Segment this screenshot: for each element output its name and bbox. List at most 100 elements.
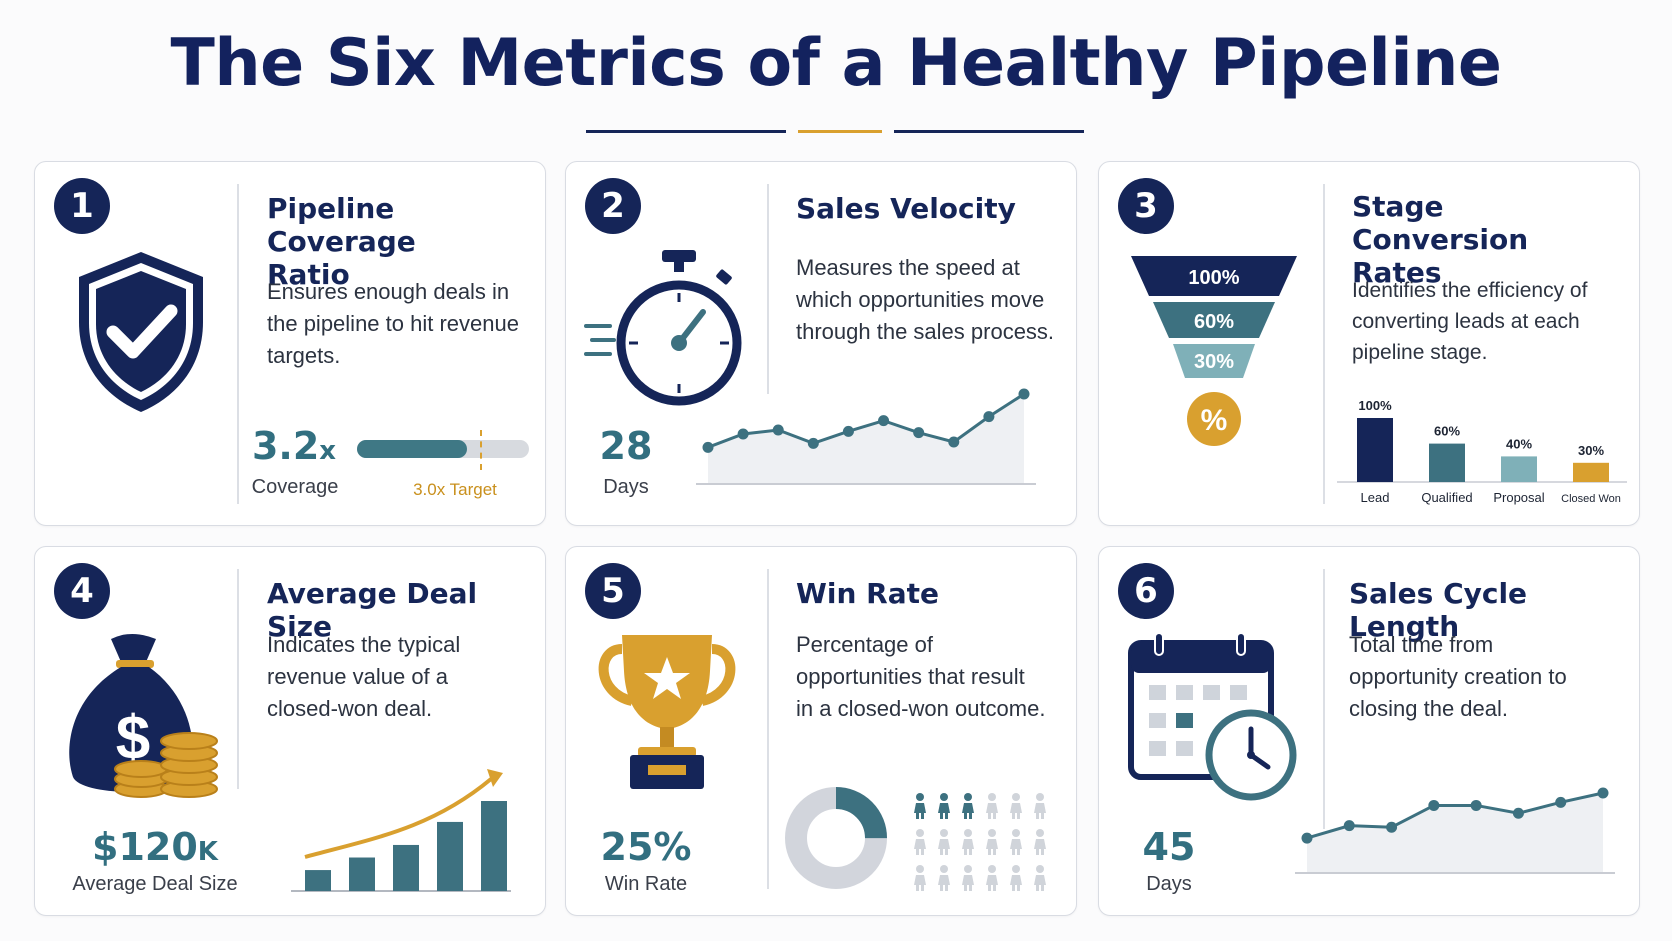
stage-bar-label: Proposal xyxy=(1493,490,1544,505)
person-head xyxy=(1036,829,1044,837)
cycle-point xyxy=(1386,821,1398,833)
cycle-point xyxy=(1343,820,1355,832)
card-description: Total time from opportunity creation to … xyxy=(1349,629,1629,725)
velocity-point xyxy=(948,436,960,448)
desc-line: closing the deal. xyxy=(1349,696,1508,721)
card-number-badge: 5 xyxy=(585,563,641,619)
velocity-point xyxy=(702,441,714,453)
person-leg xyxy=(1017,848,1020,855)
person-leg xyxy=(921,884,924,891)
desc-line: through the sales process. xyxy=(796,319,1055,344)
person-head xyxy=(1036,793,1044,801)
person-body xyxy=(914,875,926,885)
velocity-line xyxy=(707,392,1025,449)
person-body xyxy=(986,875,998,885)
desc-line: Percentage of xyxy=(796,632,933,657)
percent-symbol: % xyxy=(1201,404,1228,437)
funnel-label: 60% xyxy=(1194,311,1234,333)
person-leg xyxy=(916,884,919,891)
stage-bar xyxy=(1357,418,1393,482)
person-leg xyxy=(988,884,991,891)
person-leg xyxy=(916,848,919,855)
funnel-label: 30% xyxy=(1194,351,1234,373)
stage-bar-value: 30% xyxy=(1578,443,1604,458)
person-icon xyxy=(962,829,974,855)
person-body xyxy=(986,839,998,849)
deal-size-value: $120K xyxy=(75,825,235,869)
person-leg xyxy=(1036,884,1039,891)
growth-bar xyxy=(393,844,419,891)
win-rate-donut xyxy=(785,787,887,889)
card-sales-velocity: 2 Sales Velocity Measures the speed at w… xyxy=(565,161,1077,526)
person-leg xyxy=(1041,812,1044,819)
velocity-point xyxy=(983,411,995,423)
growth-bar xyxy=(481,801,507,891)
person-leg xyxy=(969,884,972,891)
person-leg xyxy=(921,812,924,819)
person-leg xyxy=(993,812,996,819)
person-leg xyxy=(945,884,948,891)
target-label: 3.0x Target xyxy=(413,480,497,499)
metric-number: $120 xyxy=(92,825,198,869)
win-rate-label: Win Rate xyxy=(604,873,688,895)
card-divider xyxy=(1323,569,1325,829)
person-head xyxy=(940,829,948,837)
card-average-deal-size: 4 $ Average Deal Size Indicates the typi… xyxy=(34,546,546,916)
cycle-line xyxy=(1306,791,1604,840)
stage-bar-value: 40% xyxy=(1506,436,1532,451)
card-heading: Pipeline Coverage Ratio xyxy=(267,192,527,291)
person-body xyxy=(1034,875,1046,885)
person-icon xyxy=(914,793,926,819)
card-number-badge: 1 xyxy=(54,178,110,234)
velocity-point xyxy=(807,437,819,449)
stage-bar-label: Lead xyxy=(1361,490,1390,505)
velocity-point xyxy=(842,425,854,437)
person-head xyxy=(1012,793,1020,801)
desc-line: closed-won deal. xyxy=(267,696,433,721)
stage-bar xyxy=(1501,456,1537,482)
person-leg xyxy=(940,848,943,855)
person-head xyxy=(1012,829,1020,837)
card-stage-conversion: 3 100% 60% 30% % Stage Conversion Rates … xyxy=(1098,161,1640,526)
card-sales-cycle-length: 6 Sales Cycle Length Total time from opp… xyxy=(1098,546,1640,916)
card-number-badge: 3 xyxy=(1118,178,1174,234)
page-title: The Six Metrics of a Healthy Pipeline xyxy=(170,26,1502,101)
person-body xyxy=(962,803,974,813)
person-leg xyxy=(945,812,948,819)
card-heading: Average Deal Size xyxy=(267,577,478,643)
person-leg xyxy=(1017,812,1020,819)
desc-line: Measures the speed at xyxy=(796,255,1020,280)
person-leg xyxy=(921,848,924,855)
funnel-icon: 100% 60% 30% % xyxy=(1131,256,1297,446)
stage-bar-value: 60% xyxy=(1434,424,1460,439)
person-head xyxy=(940,865,948,873)
person-body xyxy=(914,839,926,849)
velocity-point xyxy=(737,428,749,440)
title-rule-center xyxy=(798,130,882,133)
money-bag-icon: $ xyxy=(69,634,218,798)
growth-arrow-head xyxy=(487,769,503,787)
person-leg xyxy=(993,884,996,891)
person-icon xyxy=(1034,793,1046,819)
person-icon xyxy=(914,829,926,855)
heading-line-1: Pipeline Coverage xyxy=(267,192,416,258)
person-leg xyxy=(988,848,991,855)
stage-bar-value: 100% xyxy=(1358,398,1392,413)
cycle-length-label: Days xyxy=(1146,873,1192,895)
desc-line: Ensures enough deals in xyxy=(267,279,510,304)
velocity-trend-chart xyxy=(696,388,1036,485)
person-body xyxy=(1034,803,1046,813)
person-leg xyxy=(1017,884,1020,891)
card-heading: Stage Conversion Rates xyxy=(1352,190,1622,289)
cycle-point xyxy=(1597,787,1609,799)
card-divider xyxy=(237,569,239,789)
card-number-badge: 6 xyxy=(1118,563,1174,619)
cycle-point xyxy=(1512,807,1524,819)
trophy-icon xyxy=(598,635,736,789)
person-icon xyxy=(914,865,926,891)
desc-line: converting leads at each xyxy=(1352,310,1580,333)
person-icon xyxy=(938,793,950,819)
person-icon xyxy=(986,865,998,891)
person-body xyxy=(1010,839,1022,849)
stage-bar xyxy=(1573,462,1609,482)
